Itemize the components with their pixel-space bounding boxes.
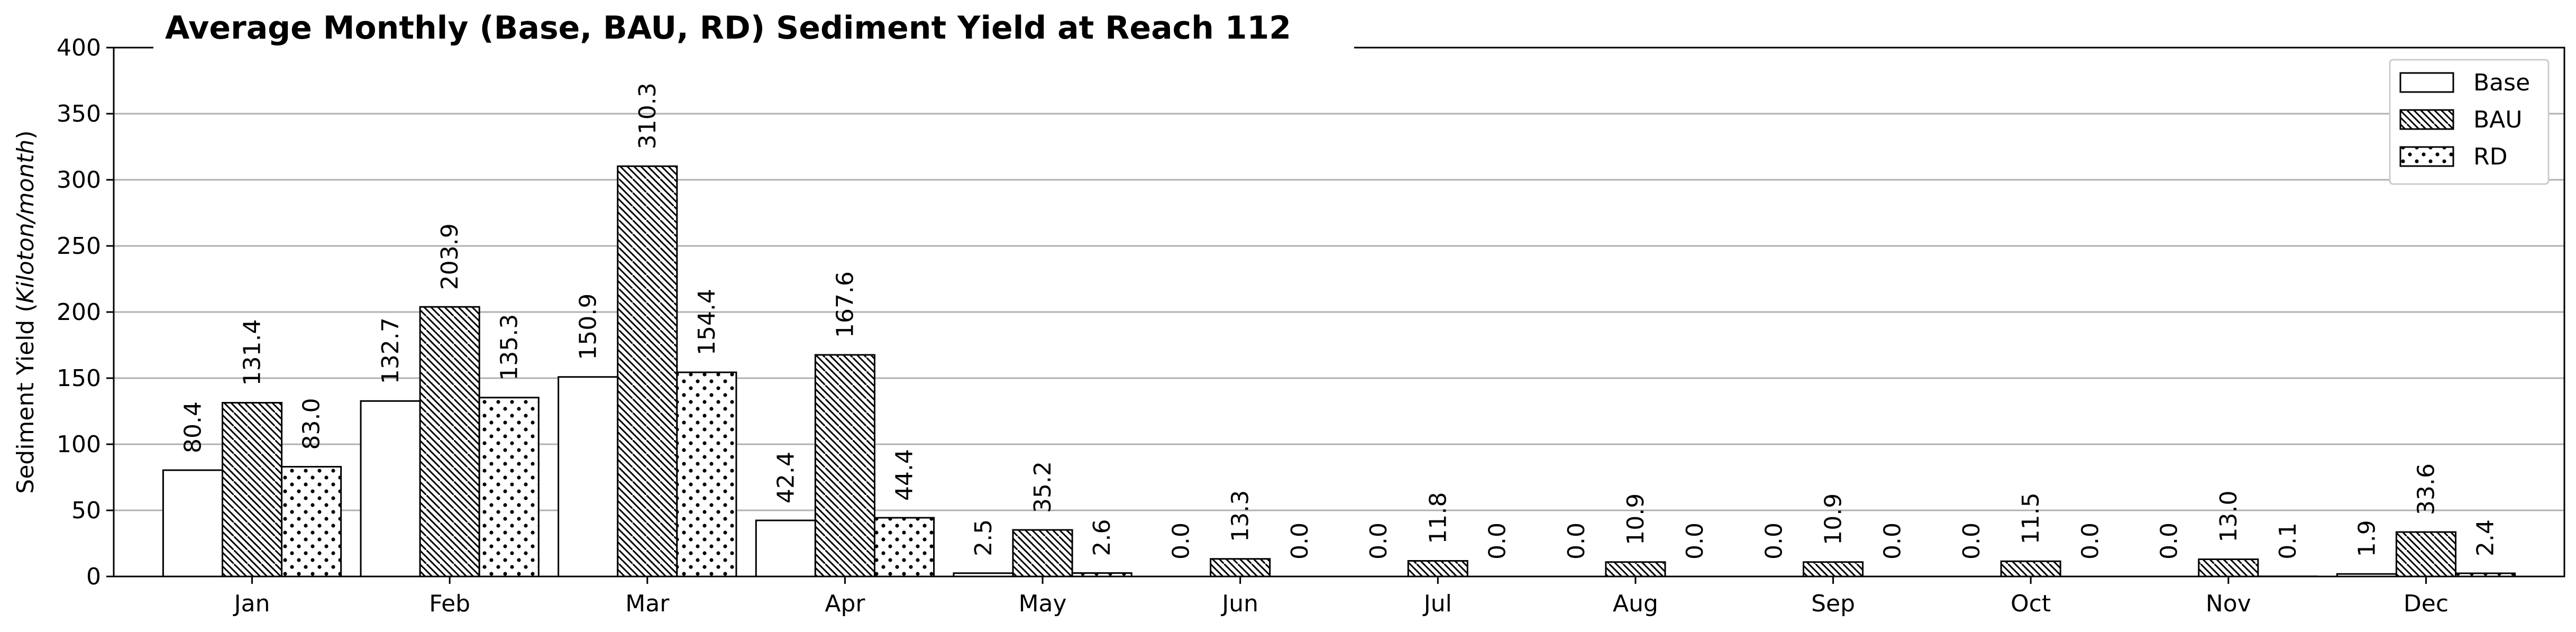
- x-tick-label: Aug: [1613, 590, 1658, 617]
- bar-bau: [2395, 531, 2457, 578]
- bar-value-label: 44.4: [891, 449, 918, 501]
- bar-bau: [1407, 560, 1468, 578]
- bar-value-label: 1.9: [2353, 520, 2380, 557]
- bar-bau: [419, 306, 480, 578]
- bar-value-label: 0.0: [1563, 523, 1590, 560]
- bar-rd: [281, 466, 342, 578]
- bar-value-label: 35.2: [1029, 461, 1056, 513]
- bar-value-label: 0.0: [1484, 523, 1511, 560]
- bar-value-label: 33.6: [2413, 463, 2440, 515]
- bar-value-label: 132.7: [377, 317, 404, 384]
- bar-value-label: 0.0: [2156, 523, 2183, 560]
- bar-value-label: 13.3: [1227, 490, 1254, 542]
- x-tick-label: May: [1019, 590, 1067, 617]
- bar-value-label: 150.9: [575, 294, 602, 360]
- y-tick-label: 300: [57, 167, 101, 194]
- bar-value-label: 2.5: [970, 519, 997, 556]
- bar-value-label: 0.0: [1879, 523, 1906, 560]
- bar-base: [755, 519, 816, 578]
- bar-value-label: 131.4: [239, 319, 266, 386]
- bar-value-label: 0.0: [1760, 523, 1787, 560]
- bar-value-label: 0.0: [1168, 523, 1195, 560]
- bar-bau: [1012, 529, 1073, 578]
- y-tick-label: 250: [57, 233, 101, 260]
- bar-value-label: 154.4: [693, 289, 720, 355]
- legend-swatch-base: [2399, 72, 2454, 93]
- y-tick-label: 400: [57, 34, 101, 61]
- bar-value-label: 13.0: [2215, 491, 2242, 543]
- x-tick-label: Mar: [625, 590, 670, 617]
- bars: [162, 165, 2516, 578]
- bar-value-label: 167.6: [832, 271, 858, 338]
- bar-bau: [814, 354, 875, 578]
- legend-swatch-bau: [2399, 109, 2454, 130]
- y-tick-label: 200: [57, 299, 101, 326]
- bar-bau: [2000, 560, 2061, 578]
- bar-rd: [873, 517, 935, 578]
- bar-value-label: 11.8: [1424, 492, 1451, 544]
- y-tick-label: 100: [57, 431, 101, 458]
- chart-title: Average Monthly (Base, BAU, RD) Sediment…: [165, 10, 1291, 47]
- y-tick-label: 350: [57, 100, 101, 127]
- bar-value-label: 0.0: [1365, 523, 1392, 560]
- x-tick-label: Sep: [1811, 590, 1855, 617]
- bar-value-label: 0.0: [1286, 523, 1313, 560]
- x-tick-label: Jul: [1422, 590, 1452, 617]
- bar-bau: [1210, 558, 1271, 578]
- bar-value-label: 10.9: [1622, 493, 1649, 545]
- legend-label: BAU: [2473, 106, 2523, 133]
- bar-value-label: 83.0: [298, 398, 325, 450]
- bar-rd: [478, 397, 540, 578]
- x-axis-ticks: Jan Feb Mar Apr May Jun Jul Aug Sep Oct Nov Dec: [233, 576, 2449, 617]
- bar-value-label: 0.0: [2077, 523, 2104, 560]
- bar-base: [558, 376, 619, 578]
- bar-value-label: 203.9: [436, 223, 463, 290]
- x-tick-label: Dec: [2404, 590, 2449, 617]
- x-tick-label: Jan: [233, 590, 270, 617]
- y-tick-label: 150: [57, 365, 101, 392]
- bar-bau: [1605, 561, 1666, 578]
- bar-value-label: 42.4: [772, 452, 799, 503]
- y-axis-label: Sediment Yield (Kiloton/month): [12, 130, 39, 493]
- bar-value-label: 80.4: [179, 401, 206, 453]
- bar-rd: [676, 371, 737, 578]
- bar-value-label: 0.0: [1682, 523, 1709, 560]
- x-tick-label: Nov: [2206, 590, 2251, 617]
- bar-value-label: 135.3: [496, 314, 523, 381]
- bar-bau: [1803, 561, 1864, 578]
- legend-label: Base: [2473, 69, 2530, 96]
- bar-value-label: 2.4: [2472, 519, 2499, 556]
- legend-swatch-rd: [2399, 146, 2454, 167]
- y-axis-ticks: 0 50 100 150 200 250 300 350 400: [57, 34, 114, 590]
- x-tick-label: Oct: [2011, 590, 2051, 617]
- x-tick-label: Jun: [1220, 590, 1258, 617]
- bar-value-label: 11.5: [2017, 492, 2044, 544]
- bar-bau: [221, 402, 283, 578]
- y-tick-label: 50: [71, 497, 101, 524]
- legend: Base BAU RD: [2389, 59, 2550, 185]
- title-background: [153, 37, 1354, 58]
- y-tick-label: 0: [86, 563, 101, 590]
- bar-value-label: 0.1: [2274, 523, 2301, 560]
- bar-base: [162, 469, 223, 578]
- x-tick-label: Apr: [825, 590, 865, 617]
- bar-value-label: 2.6: [1089, 519, 1116, 556]
- bar-value-label: 10.9: [1820, 493, 1847, 545]
- legend-label: RD: [2473, 143, 2507, 170]
- bar-value-label: 0.0: [1958, 523, 1985, 560]
- bar-bau: [617, 165, 678, 578]
- bar-bau: [2198, 558, 2259, 578]
- bar-base: [360, 400, 421, 578]
- x-tick-label: Feb: [429, 590, 470, 617]
- bar-value-label: 310.3: [634, 83, 661, 149]
- bar-value-labels: 80.4 131.4 83.0 132.7 203.9 135.3 150.9 310.3 15…: [179, 83, 2499, 560]
